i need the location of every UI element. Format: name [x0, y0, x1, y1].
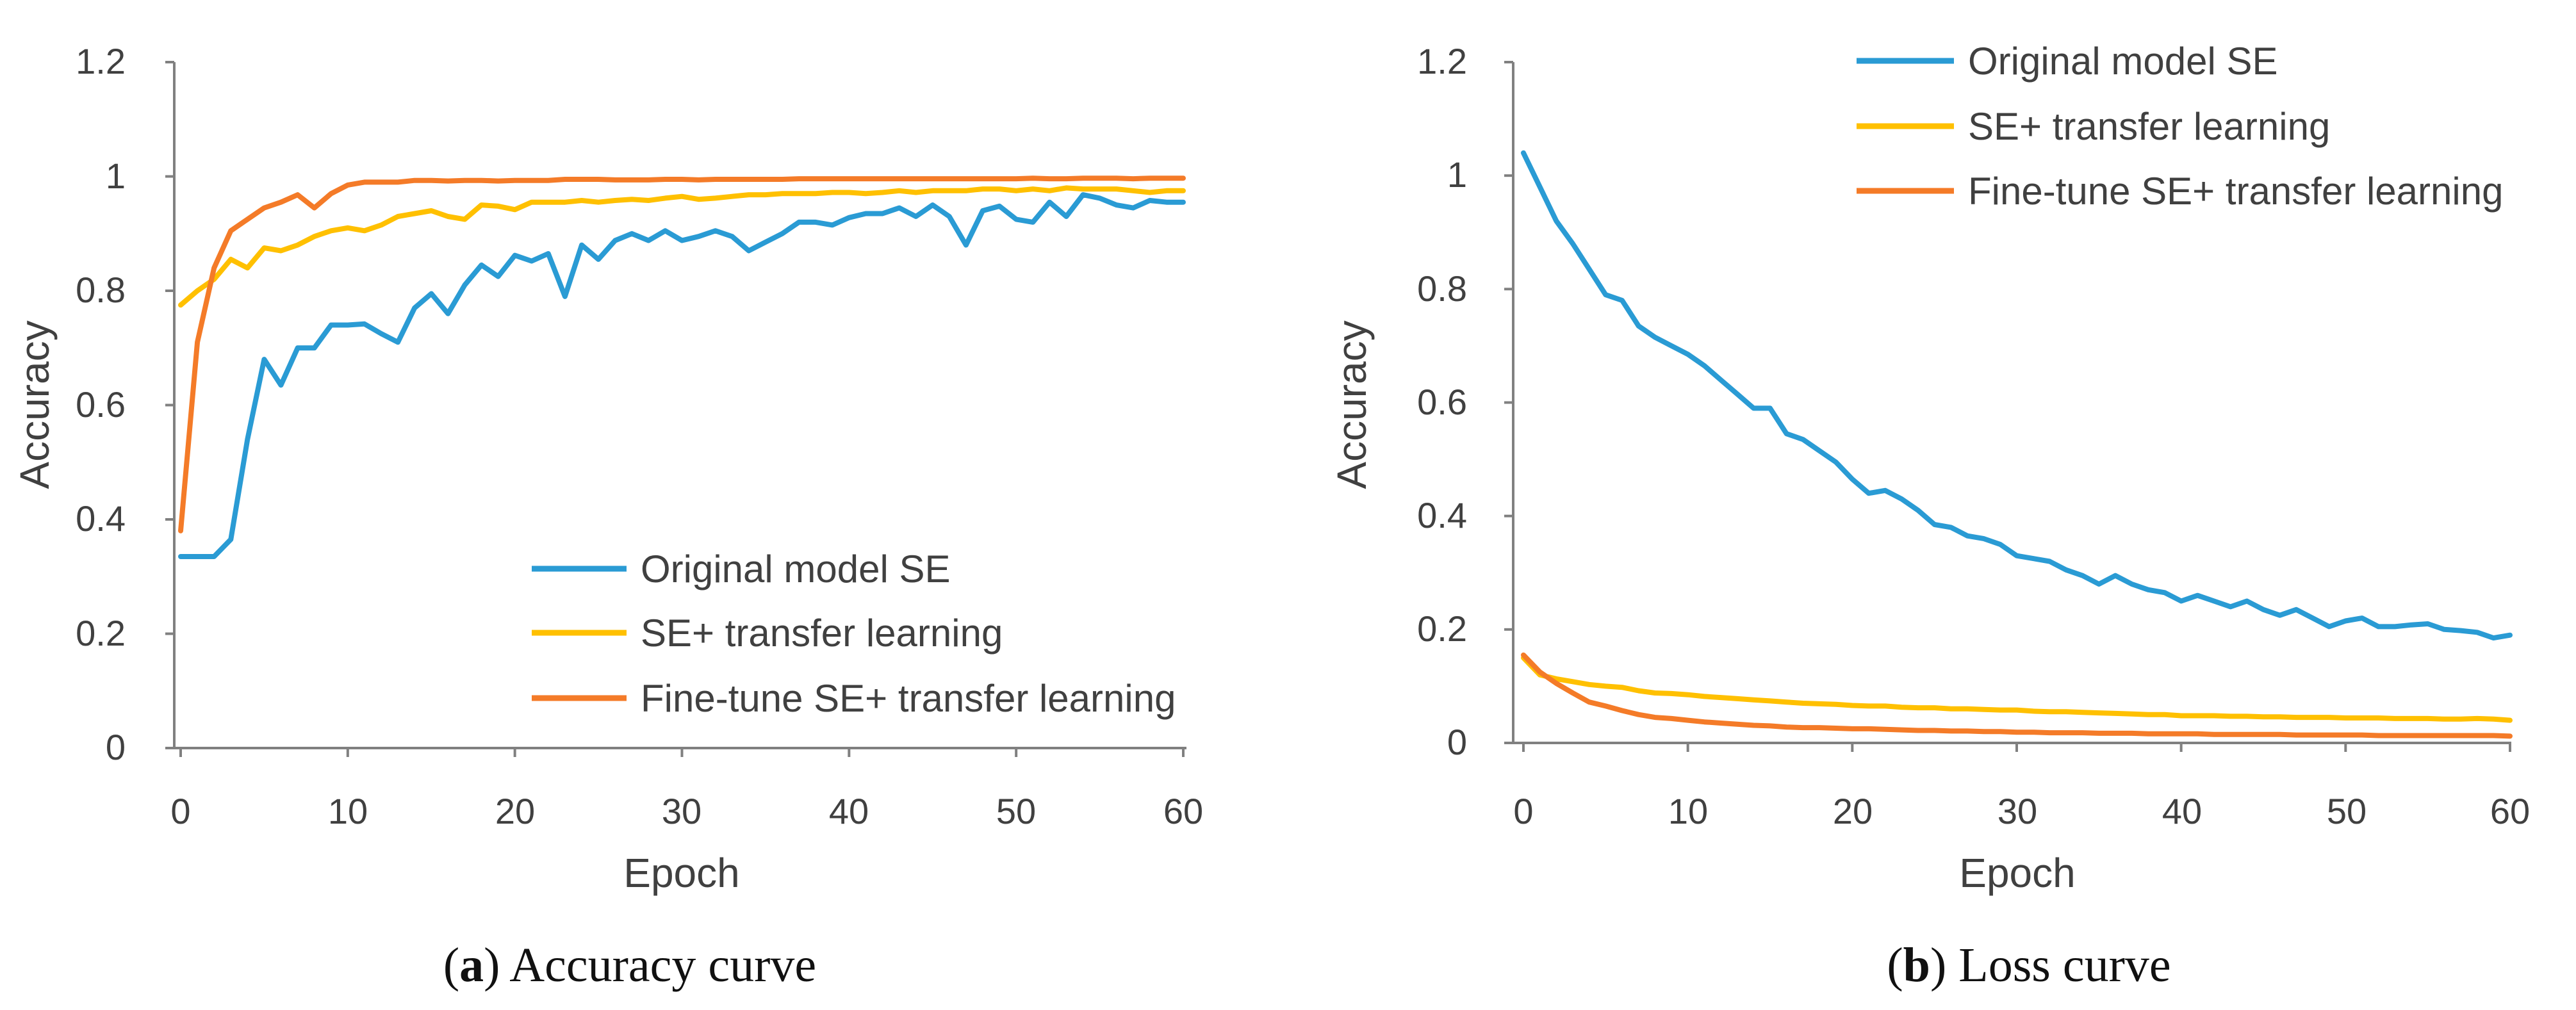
- loss-xlabel: Epoch: [1959, 850, 2075, 896]
- loss-ylabel: Accuracy: [1329, 320, 1375, 489]
- loss-axis-ticks: [1504, 61, 2511, 752]
- accuracy-series-layer: [178, 175, 1186, 559]
- accuracy-xtick-label: 50: [996, 791, 1036, 831]
- accuracy-ylabel: Accuracy: [12, 320, 58, 489]
- loss-ytick-label: 0.4: [1417, 495, 1467, 535]
- series-line-finetune: [178, 175, 1186, 534]
- caption-letter: b: [1903, 938, 1930, 992]
- accuracy-legend: Original model SE SE+ transfer learning …: [532, 548, 1176, 720]
- accuracy-xlabel: Epoch: [623, 850, 739, 896]
- accuracy-ytick-label: 0.4: [76, 498, 126, 539]
- loss-xtick-label: 30: [1998, 791, 2037, 831]
- series-line-se-transfer: [1521, 655, 2513, 723]
- accuracy-ytick-label: 0.8: [76, 270, 126, 310]
- loss-xtick-label: 40: [2162, 791, 2202, 831]
- series-line-finetune: [1521, 652, 2513, 739]
- accuracy-xtick-label: 10: [328, 791, 368, 831]
- legend-label-original: Original model SE: [641, 548, 951, 591]
- caption-letter: a: [459, 938, 484, 992]
- series-line-original: [1521, 150, 2513, 641]
- accuracy-ytick-label: 1.2: [76, 41, 126, 81]
- accuracy-xtick-label: 30: [662, 791, 701, 831]
- legend-label-original: Original model SE: [1968, 40, 2278, 83]
- legend-label-finetune: Fine-tune SE+ transfer learning: [1968, 170, 2503, 213]
- caption-text: Accuracy curve: [500, 938, 816, 992]
- accuracy-caption: (a) Accuracy curve: [443, 938, 816, 992]
- panel-loss: 0 0.2 0.4 0.6 0.8 1 1.2 0 10 20 30 40 50…: [1329, 40, 2530, 992]
- legend-label-se-transfer: SE+ transfer learning: [1968, 105, 2330, 148]
- accuracy-axis-ticks: [165, 61, 1185, 757]
- loss-xtick-label: 60: [2490, 791, 2530, 831]
- accuracy-ytick-label: 0: [106, 727, 126, 767]
- legend-label-se-transfer: SE+ transfer learning: [641, 612, 1003, 655]
- caption-text: Loss curve: [1946, 938, 2170, 992]
- accuracy-xtick-label: 20: [495, 791, 535, 831]
- loss-xtick-label: 50: [2327, 791, 2367, 831]
- accuracy-ytick-label: 0.6: [76, 384, 126, 425]
- accuracy-xtick-label: 60: [1163, 791, 1203, 831]
- panel-accuracy: 0 0.2 0.4 0.6 0.8 1 1.2 0 10 20 30 40 50…: [12, 41, 1203, 992]
- loss-legend: Original model SE SE+ transfer learning …: [1857, 40, 2503, 213]
- loss-xtick-label: 20: [1833, 791, 1873, 831]
- loss-series-layer: [1521, 150, 2513, 739]
- accuracy-xtick-label: 0: [170, 791, 190, 831]
- loss-ytick-label: 0.8: [1417, 268, 1467, 309]
- series-line-se-transfer: [178, 185, 1186, 308]
- loss-caption: (b) Loss curve: [1887, 938, 2170, 992]
- loss-ytick-label: 0.6: [1417, 382, 1467, 422]
- legend-label-finetune: Fine-tune SE+ transfer learning: [641, 677, 1176, 720]
- accuracy-ytick-label: 1: [106, 156, 126, 196]
- loss-ytick-label: 0: [1447, 722, 1467, 762]
- loss-ytick-label: 1.2: [1417, 41, 1467, 81]
- accuracy-xtick-label: 40: [829, 791, 869, 831]
- accuracy-ytick-label: 0.2: [76, 613, 126, 653]
- series-line-original: [178, 192, 1186, 559]
- loss-xtick-label: 10: [1668, 791, 1708, 831]
- loss-xtick-label: 0: [1513, 791, 1533, 831]
- loss-ytick-label: 1: [1447, 154, 1467, 195]
- loss-ytick-label: 0.2: [1417, 608, 1467, 649]
